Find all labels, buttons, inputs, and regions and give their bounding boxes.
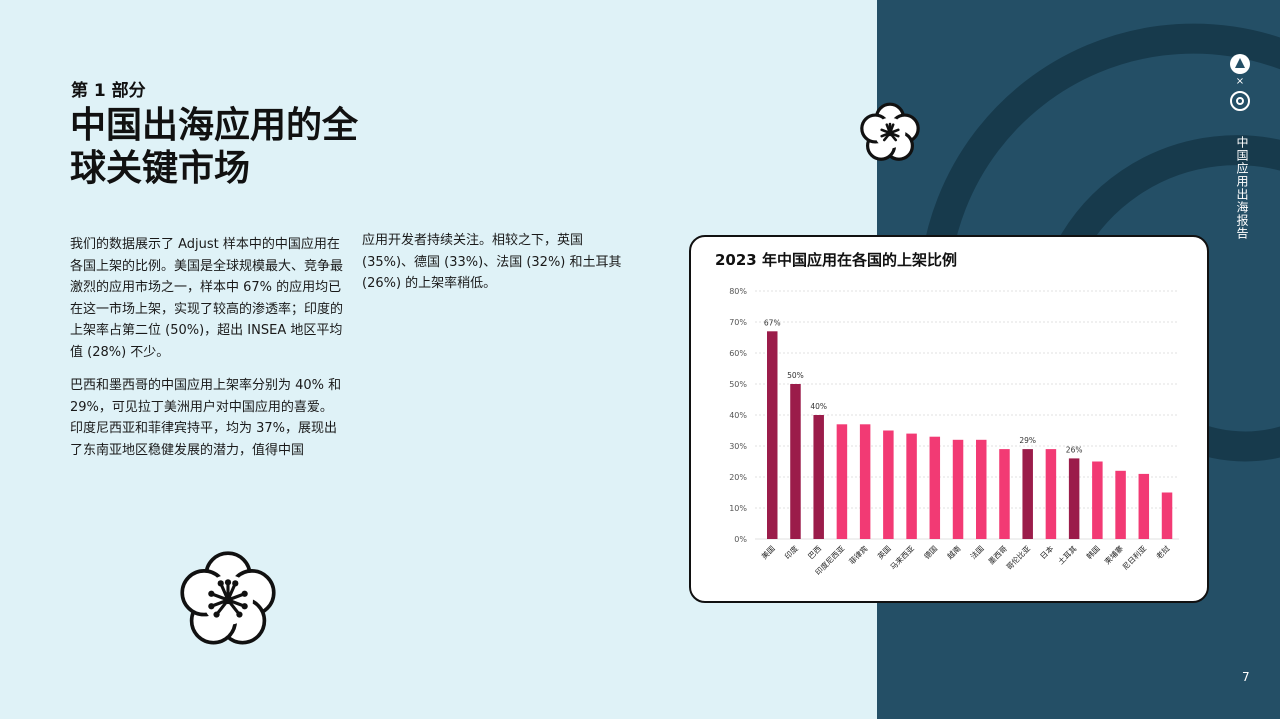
- x-tick-label: 德国: [922, 543, 940, 561]
- bar: [1138, 473, 1150, 539]
- bar: [836, 424, 848, 539]
- bar: [883, 430, 894, 539]
- body-paragraph-3: 应用开发者持续关注。相较之下，英国 (35%)、德国 (33%)、法国 (32%…: [362, 233, 622, 291]
- x-tick-label: 哥伦比亚: [1004, 543, 1033, 572]
- data-label: 50%: [787, 371, 804, 380]
- logo-separator: ×: [1235, 76, 1245, 87]
- body-paragraph-2: 巴西和墨西哥的中国应用上架率分别为 40% 和 29%，可见拉丁美洲用户对中国应…: [70, 378, 342, 458]
- y-tick-label: 80%: [729, 287, 747, 296]
- bar: [929, 436, 941, 539]
- adjust-logo-icon: [1230, 54, 1250, 74]
- x-tick-label: 越南: [945, 543, 963, 561]
- x-tick-label: 韩国: [1084, 543, 1102, 561]
- data-label: 29%: [1019, 436, 1036, 445]
- y-tick-label: 60%: [729, 349, 747, 358]
- bar: [952, 439, 964, 539]
- bar: [1022, 449, 1033, 539]
- chart-card: 2023 年中国应用在各国的上架比例 0% 10% 20% 30% 40% 50% 60% 7…: [689, 235, 1209, 603]
- bar: [976, 439, 987, 539]
- x-tick-label: 老挝: [1154, 543, 1172, 561]
- bar: [1092, 461, 1103, 539]
- data-label: 40%: [810, 402, 827, 411]
- y-tick-label: 10%: [729, 504, 747, 513]
- y-tick-label: 0%: [734, 535, 747, 544]
- bar: [813, 415, 824, 539]
- bar: [1068, 458, 1080, 539]
- bar-chart: 0% 10% 20% 30% 40% 50% 60% 70% 80% 67% 美国 50% 印度 40% 巴…: [729, 287, 1179, 577]
- y-tick-label: 30%: [729, 442, 747, 451]
- x-tick-label: 土耳其: [1056, 543, 1079, 566]
- plum-blossom-icon: [180, 551, 276, 645]
- section-label: 第 1 部分: [71, 81, 146, 101]
- x-tick-label: 尼日利亚: [1120, 543, 1149, 572]
- page-number: 7: [1242, 670, 1250, 684]
- x-tick-label: 日本: [1038, 543, 1056, 561]
- partner-logo-icon: [1230, 91, 1250, 111]
- x-tick-label: 菲律宾: [847, 543, 870, 566]
- x-tick-label: 马来西亚: [888, 544, 916, 572]
- data-label: 26%: [1066, 445, 1083, 454]
- bar: [767, 331, 778, 539]
- report-vertical-title: 中国应用出海报告: [1235, 136, 1249, 240]
- x-tick-label: 英国: [875, 543, 893, 561]
- y-tick-label: 50%: [729, 380, 747, 389]
- x-tick-label: 巴西: [806, 544, 823, 561]
- y-tick-label: 40%: [729, 411, 747, 420]
- bar: [1115, 470, 1126, 539]
- plum-blossom-icon: [860, 102, 920, 161]
- bar: [859, 424, 871, 539]
- y-tick-label: 70%: [729, 318, 747, 327]
- data-label: 67%: [764, 318, 781, 327]
- bar: [1161, 492, 1173, 539]
- chart-title: 2023 年中国应用在各国的上架比例: [715, 251, 957, 269]
- y-tick-label: 20%: [729, 473, 747, 482]
- body-paragraph-1: 我们的数据展示了 Adjust 样本中的中国应用在各国上架的比例。美国是全球规模…: [70, 237, 344, 360]
- brand-logos: ×: [1230, 54, 1252, 111]
- bar: [1045, 449, 1057, 539]
- bar: [790, 384, 801, 539]
- page-title: 中国出海应用的全球关键市场: [70, 105, 359, 189]
- x-tick-label: 法国: [968, 543, 986, 561]
- x-tick-label: 美国: [759, 543, 777, 561]
- x-tick-label: 印度: [782, 543, 800, 561]
- bar: [906, 433, 917, 539]
- bar: [999, 449, 1010, 539]
